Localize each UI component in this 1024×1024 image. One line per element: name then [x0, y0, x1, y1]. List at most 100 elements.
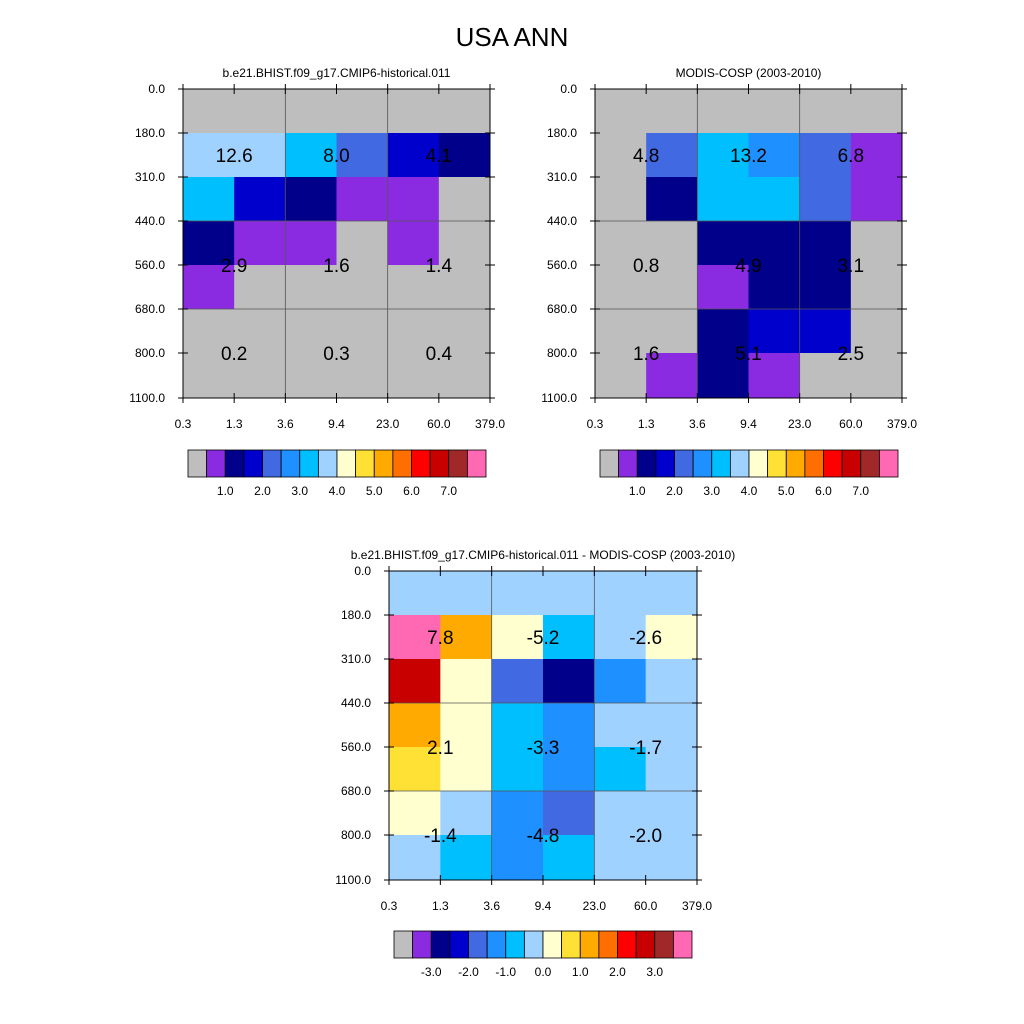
heatmap-cell: [697, 309, 749, 354]
colorbar-box: [187, 449, 208, 478]
heatmap-cell: [389, 659, 441, 704]
heatmap-cell: [438, 133, 491, 178]
colorbar-box: [729, 449, 750, 478]
heatmap-cell: [336, 265, 389, 310]
x-tick-label: 3.6: [689, 417, 706, 431]
heatmap-cell: [645, 703, 698, 748]
cell-value-label: -3.3: [527, 738, 560, 759]
cell-value-label: 0.2: [221, 344, 247, 365]
y-tick-label: 1100.0: [129, 391, 165, 405]
colorbar-box: [542, 930, 563, 959]
colorbar-label: 1.0: [217, 484, 234, 498]
heatmap-cell: [438, 221, 491, 266]
heatmap-cell: [748, 177, 801, 222]
heatmap-cell: [697, 177, 749, 222]
cell-value-label: -1.7: [629, 738, 662, 759]
colorbar-box: [748, 449, 769, 478]
heatmap-cell: [799, 265, 852, 310]
x-tick-label: 60.0: [427, 417, 451, 431]
cell-value-label: -2.0: [629, 826, 662, 847]
heatmap-cell: [440, 659, 493, 704]
heatmap-cell: [440, 747, 493, 792]
heatmap-cell: [336, 177, 389, 222]
colorbar-label: 1.0: [572, 965, 589, 979]
heatmap-cell: [491, 571, 544, 616]
heatmap-cell: [645, 747, 698, 792]
heatmap-cell: [387, 133, 440, 178]
colorbar-box: [336, 449, 357, 478]
heatmap-cell: [440, 571, 493, 616]
colorbar-label: 1.0: [629, 484, 646, 498]
heatmap-cell: [595, 133, 647, 178]
x-tick-label: 60.0: [839, 417, 863, 431]
colorbar-box: [654, 930, 674, 959]
cell-value-label: -4.8: [527, 826, 560, 847]
heatmap-cell: [336, 133, 389, 178]
heatmap-cell: [748, 133, 801, 178]
colorbar-label: 4.0: [329, 484, 346, 498]
colorbar-box: [466, 449, 487, 478]
heatmap-cell: [595, 309, 647, 354]
heatmap-cell: [389, 703, 441, 748]
heatmap-cell: [234, 177, 286, 222]
heatmap-cell: [183, 309, 235, 354]
cell-value-label: -1.4: [424, 826, 457, 847]
heatmap-cell: [594, 703, 647, 748]
heatmap-cell: [646, 133, 698, 178]
heatmap-cell: [646, 309, 698, 354]
colorbar-label: 3.0: [291, 484, 308, 498]
colorbar-box: [373, 449, 394, 478]
cell-value-label: 12.6: [216, 146, 253, 167]
heatmap-cell: [438, 309, 491, 354]
y-tick-label: 680.0: [135, 302, 165, 316]
heatmap-cell: [234, 221, 286, 266]
cell-value-label: 4.1: [426, 146, 452, 167]
cell-value-label: 1.6: [633, 344, 659, 365]
x-tick-label: 1.3: [638, 417, 655, 431]
x-tick-label: 0.3: [587, 417, 604, 431]
heatmap-cell: [336, 353, 389, 399]
y-tick-label: 1100.0: [541, 391, 577, 405]
heatmap-cell: [697, 353, 749, 399]
x-tick-label: 379.0: [475, 417, 505, 431]
heatmap-cell: [594, 835, 647, 881]
heatmap-cell: [285, 177, 337, 222]
heatmap-cell: [387, 221, 440, 266]
colorbar-box: [617, 930, 637, 959]
colorbar-label: -3.0: [421, 965, 442, 979]
cell-value-label: 5.1: [735, 344, 761, 365]
heatmap-cell: [543, 703, 595, 748]
x-tick-label: 3.6: [277, 417, 294, 431]
colorbar-box: [486, 930, 507, 959]
heatmap-cell: [697, 133, 749, 178]
heatmap-cell: [234, 265, 286, 310]
colorbar-box: [299, 449, 319, 478]
colorbar-label: 7.0: [440, 484, 457, 498]
cell-value-label: 0.8: [633, 256, 659, 277]
heatmap-cell: [850, 89, 903, 134]
heatmap-cell: [285, 309, 337, 354]
panel-title: b.e21.BHIST.f09_g17.CMIP6-historical.011: [223, 66, 451, 80]
heatmap-cell: [440, 835, 493, 881]
heatmap-cell: [387, 89, 440, 134]
heatmap-cell: [285, 89, 337, 134]
cell-value-label: 2.9: [221, 256, 247, 277]
heatmap-cell: [183, 177, 235, 222]
heatmap-cell: [645, 571, 698, 616]
heatmap-cell: [183, 221, 235, 266]
y-tick-label: 180.0: [341, 608, 371, 622]
y-tick-label: 0.0: [560, 82, 577, 96]
heatmap-cell: [697, 265, 749, 310]
cell-value-label: 1.4: [426, 256, 453, 277]
heatmap-cell: [748, 265, 801, 310]
colorbar-box: [636, 449, 657, 478]
heatmap-cell: [850, 221, 903, 266]
colorbar-box: [823, 449, 843, 478]
heatmap-cell: [389, 791, 441, 836]
heatmap-panel-1: b.e21.BHIST.f09_g17.CMIP6-historical.011…: [129, 66, 505, 498]
y-tick-label: 0.0: [354, 564, 371, 578]
heatmap-cell: [697, 221, 749, 266]
heatmap-cell: [234, 89, 286, 134]
heatmap-cell: [440, 791, 493, 836]
heatmap-cell: [389, 615, 441, 660]
